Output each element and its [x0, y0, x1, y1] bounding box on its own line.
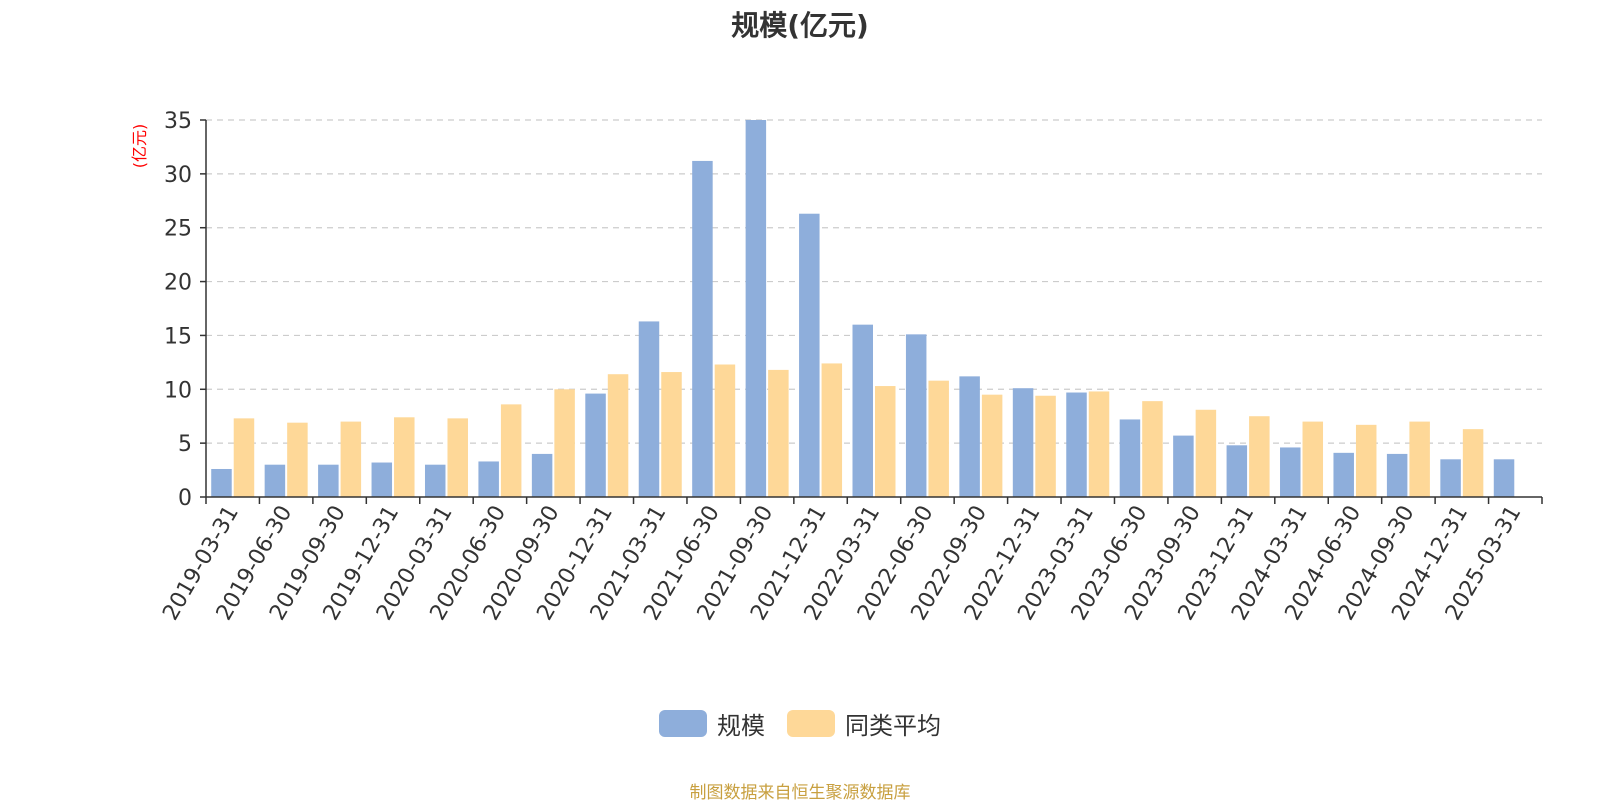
bar-scale	[211, 468, 232, 497]
y-tick-label: 10	[164, 378, 192, 403]
bar-scale	[1440, 459, 1461, 497]
bar-peer-average	[1409, 421, 1430, 497]
bar-peer-average	[1195, 409, 1217, 497]
bar-peer-average	[661, 372, 682, 497]
y-tick-label: 25	[164, 217, 192, 242]
bar-peer-average	[768, 369, 789, 497]
bar-peer-average	[340, 421, 362, 497]
source-note: 制图数据来自恒生聚源数据库	[689, 783, 911, 803]
legend-label-scale: 规模	[717, 712, 765, 740]
axes	[205, 120, 1543, 504]
bar-scale	[585, 393, 606, 497]
legend-swatch-scale	[659, 710, 707, 737]
bar-scale	[1226, 445, 1248, 497]
bar-peer-average	[875, 386, 896, 497]
bar-scale	[1280, 447, 1301, 497]
bars	[211, 120, 1515, 497]
bar-scale	[638, 321, 660, 497]
bar-scale	[264, 464, 286, 497]
bar-scale	[852, 324, 873, 497]
bar-scale	[1333, 452, 1354, 497]
bar-scale	[905, 334, 927, 497]
tick-labels: 051015202530352019-03-312019-06-302019-0…	[158, 109, 1526, 625]
y-tick-label: 35	[164, 109, 192, 134]
bar-scale	[745, 120, 767, 497]
bar-scale	[1386, 453, 1408, 497]
bar-peer-average	[1249, 416, 1270, 497]
bar-scale	[1012, 388, 1034, 497]
bar-peer-average	[1142, 401, 1163, 497]
bar-peer-average	[500, 404, 522, 497]
bar-scale	[1066, 392, 1087, 497]
y-tick-label: 5	[178, 432, 192, 457]
bar-scale	[1119, 419, 1141, 497]
legend-swatch-peer-average	[787, 710, 835, 737]
legend-item-peer-average[interactable]: 同类平均	[787, 706, 941, 741]
bar-scale	[478, 461, 499, 497]
bar-peer-average	[714, 364, 736, 497]
bar-peer-average	[1462, 429, 1484, 497]
bar-scale	[318, 464, 339, 497]
y-axis-label: (亿元)	[130, 124, 149, 169]
bar-peer-average	[1355, 424, 1377, 497]
bar-peer-average	[928, 380, 949, 497]
bar-scale	[424, 464, 446, 497]
bar-peer-average	[981, 394, 1003, 497]
bar-peer-average	[447, 418, 468, 497]
legend-label-peer-average: 同类平均	[845, 712, 941, 740]
bar-peer-average	[1088, 391, 1110, 497]
legend-item-scale[interactable]: 规模	[659, 706, 765, 741]
y-tick-label: 30	[164, 163, 192, 188]
y-tick-label: 15	[164, 324, 192, 349]
y-tick-label: 0	[178, 486, 192, 511]
bar-scale	[799, 213, 820, 497]
bar-scale	[531, 453, 553, 497]
bar-peer-average	[1035, 395, 1056, 497]
grid-lines	[206, 119, 1542, 444]
bar-peer-average	[554, 389, 575, 497]
bar-scale	[1493, 459, 1515, 497]
bar-peer-average	[287, 422, 308, 497]
y-tick-label: 20	[164, 271, 192, 296]
chart-title: 规模(亿元)	[731, 9, 869, 42]
bar-peer-average	[394, 417, 415, 497]
bar-peer-average	[1302, 421, 1324, 497]
bar-peer-average	[821, 363, 843, 497]
legend: 规模 同类平均	[0, 706, 1600, 741]
bar-scale	[371, 462, 393, 497]
bar-scale	[1173, 435, 1194, 497]
bar-peer-average	[607, 374, 629, 497]
bar-scale	[959, 376, 980, 497]
bar-peer-average	[233, 418, 255, 497]
bar-scale	[692, 160, 713, 497]
